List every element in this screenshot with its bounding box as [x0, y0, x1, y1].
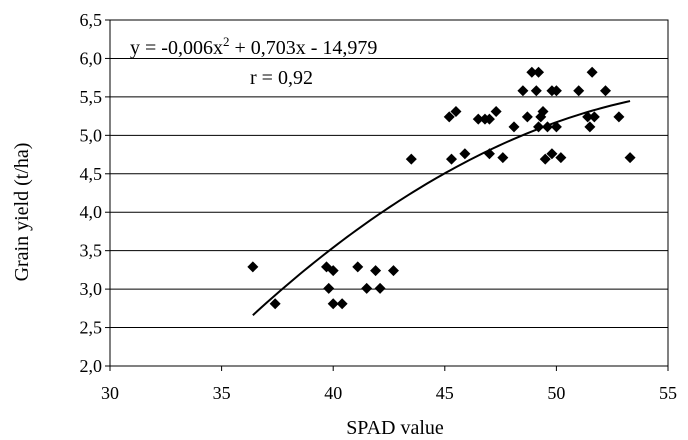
data-point — [582, 111, 594, 123]
y-tick-label: 6,0 — [80, 48, 103, 68]
data-point — [526, 66, 538, 78]
data-point — [459, 148, 471, 160]
data-point — [483, 148, 495, 160]
data-point — [541, 121, 553, 133]
plot-area-frame — [109, 19, 669, 367]
data-point — [530, 85, 542, 97]
x-tick-label: 35 — [213, 383, 231, 403]
equation-label: y = -0,006x2 + 0,703x - 14,979 — [130, 34, 377, 59]
data-point — [533, 121, 545, 133]
data-point — [613, 111, 625, 123]
x-tick-label: 30 — [101, 383, 119, 403]
data-point — [269, 298, 281, 310]
y-axis-ticks: 2,0 2,5 3,0 3,5 4,0 4,5 5,0 5,5 6,0 6,5 — [80, 10, 110, 376]
data-point — [374, 282, 386, 294]
data-point — [588, 111, 600, 123]
data-point — [539, 153, 551, 165]
data-point — [537, 105, 549, 117]
data-point — [521, 111, 533, 123]
data-points — [247, 66, 636, 310]
data-point — [327, 265, 339, 277]
y-tick-label: 3,5 — [80, 241, 103, 261]
y-tick-label: 6,5 — [80, 10, 103, 30]
data-point — [497, 152, 509, 164]
equation-superscript: 2 — [223, 34, 230, 49]
x-axis-ticks: 30 35 40 45 50 55 — [101, 366, 677, 403]
data-point — [600, 85, 612, 97]
data-point — [555, 152, 567, 164]
data-point — [387, 265, 399, 277]
trendline — [252, 100, 631, 316]
data-point — [336, 298, 348, 310]
data-point — [533, 66, 545, 78]
data-point — [327, 298, 339, 310]
data-point — [517, 85, 529, 97]
x-axis-title: SPAD value — [346, 417, 444, 439]
x-tick-label: 55 — [659, 383, 677, 403]
data-point — [550, 121, 562, 133]
data-point — [546, 148, 558, 160]
x-tick-label: 50 — [547, 383, 565, 403]
data-point — [550, 85, 562, 97]
r-label: r = 0,92 — [250, 67, 313, 89]
y-axis-title: Grain yield (t/ha) — [11, 143, 33, 282]
data-point — [624, 152, 636, 164]
y-tick-label: 5,0 — [80, 125, 103, 145]
data-point — [586, 66, 598, 78]
y-tick-label: 2,0 — [80, 356, 103, 376]
y-tick-label: 4,0 — [80, 202, 103, 222]
equation-suffix: + 0,703x - 14,979 — [229, 37, 377, 59]
data-point — [247, 261, 259, 273]
y-tick-label: 5,5 — [80, 87, 103, 107]
gridlines — [110, 19, 668, 367]
data-point — [450, 105, 462, 117]
y-tick-label: 4,5 — [80, 164, 103, 184]
data-point — [490, 105, 502, 117]
data-point — [443, 111, 455, 123]
data-point — [508, 121, 520, 133]
x-tick-label: 40 — [324, 383, 342, 403]
y-tick-label: 2,5 — [80, 318, 103, 338]
data-point — [323, 282, 335, 294]
data-point — [584, 121, 596, 133]
y-tick-label: 3,0 — [80, 279, 103, 299]
equation-prefix: y = -0,006x — [130, 37, 223, 59]
data-point — [445, 153, 457, 165]
data-point — [483, 113, 495, 125]
x-tick-label: 45 — [436, 383, 454, 403]
data-point — [472, 113, 484, 125]
data-point — [352, 261, 364, 273]
data-point — [573, 85, 585, 97]
data-point — [405, 153, 417, 165]
data-point — [370, 265, 382, 277]
data-point — [361, 282, 373, 294]
